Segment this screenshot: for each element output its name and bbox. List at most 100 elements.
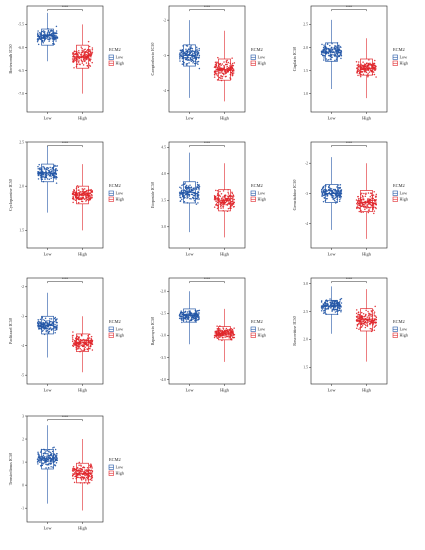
data-point: [326, 195, 329, 197]
data-point: [227, 333, 229, 336]
data-point: [45, 176, 48, 179]
data-point: [53, 457, 56, 459]
data-point: [322, 190, 325, 192]
plot-frame: [26, 277, 104, 385]
data-point: [375, 67, 377, 69]
data-point: [198, 188, 200, 191]
data-point: [183, 311, 186, 313]
data-point: [77, 189, 80, 191]
significance-label: ***: [62, 141, 68, 146]
significance-label: ***: [204, 5, 210, 10]
data-point: [323, 193, 326, 195]
data-point: [227, 335, 229, 337]
legend-label-low: Low: [116, 327, 124, 332]
data-point: [356, 316, 358, 319]
data-point: [189, 51, 192, 54]
data-point: [331, 309, 333, 311]
data-point: [179, 186, 181, 188]
data-point: [357, 311, 360, 313]
data-point: [71, 58, 74, 60]
data-point: [330, 194, 333, 197]
data-point: [38, 163, 40, 166]
data-point: [45, 463, 47, 465]
data-point: [81, 190, 84, 193]
data-point: [321, 52, 323, 54]
data-point: [46, 452, 48, 455]
data-point: [90, 338, 93, 340]
data-point: [331, 56, 333, 58]
data-point: [362, 203, 365, 206]
data-point: [73, 66, 75, 69]
data-point: [361, 194, 364, 197]
data-point: [189, 197, 191, 200]
data-point: [219, 334, 221, 337]
data-point: [357, 195, 359, 198]
data-point: [80, 465, 82, 467]
data-point: [338, 194, 340, 196]
data-point: [322, 47, 325, 49]
data-point: [185, 53, 188, 55]
data-point: [181, 192, 183, 194]
data-point: [81, 470, 84, 472]
data-point: [81, 49, 83, 52]
data-point: [330, 53, 332, 56]
data-point: [86, 473, 89, 476]
boxplot-panel: 1.0 1.5 2.0 2.5 Cisplatin IC50 Low High *** ECM2…: [284, 0, 424, 134]
data-point: [338, 309, 340, 312]
data-point: [186, 315, 189, 318]
data-point: [230, 327, 233, 330]
data-point: [183, 200, 186, 203]
data-point: [89, 339, 92, 342]
data-point: [181, 321, 183, 324]
data-point: [44, 34, 46, 36]
data-point: [195, 319, 198, 322]
legend-title: ECM2: [109, 183, 121, 188]
data-point: [222, 202, 225, 205]
data-point: [216, 194, 219, 197]
data-point: [227, 330, 230, 333]
x-tick-label: Low: [327, 252, 336, 257]
data-point: [185, 188, 188, 191]
data-point: [328, 191, 331, 194]
x-tick-label: High: [220, 116, 230, 121]
data-point: [49, 451, 51, 453]
data-point: [90, 464, 93, 466]
data-point: [47, 456, 50, 459]
data-point: [321, 43, 323, 46]
data-point: [338, 302, 341, 305]
legend-label-high: High: [116, 197, 125, 202]
data-point: [214, 330, 216, 333]
data-point: [54, 319, 57, 322]
data-point: [193, 188, 195, 191]
data-point: [78, 345, 81, 347]
data-point: [217, 56, 219, 59]
data-point: [37, 32, 39, 34]
data-point: [82, 478, 85, 480]
data-point: [46, 34, 48, 36]
data-point: [74, 470, 77, 472]
data-point: [73, 198, 75, 201]
data-point: [332, 198, 334, 201]
data-point: [54, 323, 56, 326]
data-point: [330, 188, 333, 190]
data-point: [360, 315, 363, 317]
data-point: [190, 318, 193, 320]
y-tick-label: 3.5: [161, 199, 166, 203]
data-point: [83, 471, 85, 473]
y-tick-label: 3.0: [303, 282, 308, 286]
data-point: [360, 200, 363, 202]
data-point: [72, 466, 75, 468]
data-point: [73, 339, 76, 342]
data-point: [216, 207, 219, 210]
data-point: [356, 70, 359, 73]
data-point: [366, 207, 368, 209]
data-point: [368, 199, 371, 202]
data-point: [225, 203, 227, 206]
data-point: [362, 196, 364, 198]
data-point: [86, 348, 89, 351]
y-tick-label: -2.0: [160, 290, 166, 294]
data-point: [71, 337, 74, 339]
data-point: [189, 184, 191, 186]
data-point: [338, 192, 341, 194]
